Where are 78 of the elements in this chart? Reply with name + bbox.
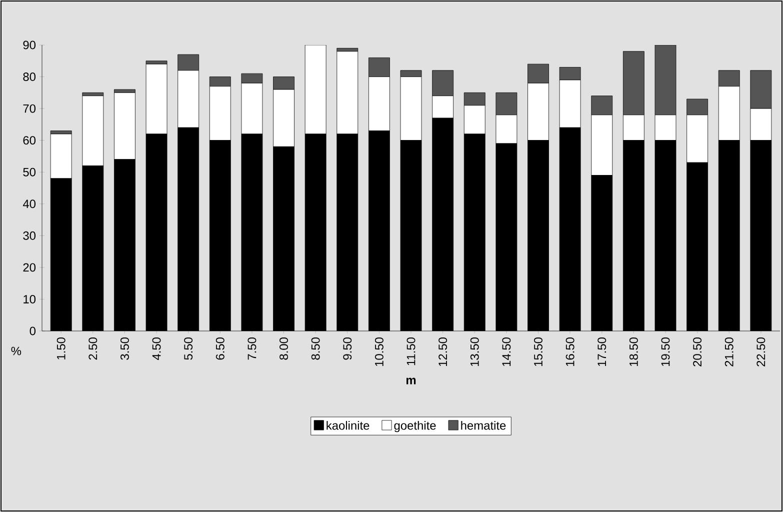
x-tick-label: 1.50 xyxy=(56,337,66,360)
bar xyxy=(241,73,263,84)
x-tick-label: 18.50 xyxy=(629,337,638,366)
bar xyxy=(114,92,136,160)
bar xyxy=(654,45,676,116)
bar xyxy=(686,114,708,163)
bar xyxy=(273,89,294,147)
bar xyxy=(591,96,613,116)
bar xyxy=(496,92,518,116)
x-tick-label: 16.50 xyxy=(566,337,574,366)
y-tick-label: 80 xyxy=(23,72,36,81)
y-tick-label: 0 xyxy=(30,326,36,336)
x-tick-label: 13.50 xyxy=(470,337,479,366)
bar xyxy=(559,80,581,128)
x-tick-label: 8.00 xyxy=(280,337,288,360)
bar xyxy=(146,64,168,134)
bar xyxy=(368,76,390,131)
bar xyxy=(368,58,390,77)
x-tick-label: 21.50 xyxy=(724,337,734,366)
bar xyxy=(622,51,644,116)
bar xyxy=(591,114,613,176)
x-tick-label: 10.50 xyxy=(374,337,384,366)
bar xyxy=(336,51,358,134)
x-tick-label: 11.50 xyxy=(406,337,416,366)
x-tick-label: 2.50 xyxy=(88,337,98,360)
legend-label: hematite xyxy=(461,420,506,430)
y-tick-label: 50 xyxy=(23,168,36,176)
bar xyxy=(750,108,772,141)
x-tick-label: 14.50 xyxy=(502,337,511,366)
bar xyxy=(400,76,422,141)
x-tick-label: 7.50 xyxy=(248,337,256,360)
y-tick-label: 40 xyxy=(22,200,36,208)
bar xyxy=(622,114,644,141)
bar xyxy=(654,114,676,141)
bar xyxy=(273,76,294,90)
bar xyxy=(528,82,549,141)
y-tick-label: 90 xyxy=(23,40,36,50)
x-tick-label: 6.50 xyxy=(216,337,224,360)
x-tick-label: 4.50 xyxy=(152,337,161,360)
bar xyxy=(718,70,740,87)
bar xyxy=(464,92,486,106)
y-tick-label: 30 xyxy=(23,231,36,240)
bar xyxy=(241,82,263,134)
y-tick-label: 20 xyxy=(23,263,36,272)
y-tick-label: 60 xyxy=(23,136,36,145)
bar xyxy=(750,70,772,109)
bar xyxy=(686,98,708,116)
x-tick-label: 20.50 xyxy=(693,337,702,366)
bar xyxy=(464,105,486,134)
bar xyxy=(209,76,231,87)
bar xyxy=(718,86,740,141)
bar xyxy=(82,96,104,166)
x-tick-label: 5.50 xyxy=(184,337,193,360)
legend-label: kaolinite xyxy=(326,420,370,430)
bar xyxy=(559,67,581,80)
x-tick-label: 3.50 xyxy=(120,337,129,360)
bar xyxy=(304,45,326,134)
y-tick-label: 10 xyxy=(24,294,36,304)
bar xyxy=(432,96,454,118)
x-tick-label: 9.50 xyxy=(343,337,352,360)
y-tick-label: 70 xyxy=(23,104,36,113)
bar xyxy=(400,70,422,77)
bar xyxy=(432,70,454,96)
x-tick-label: 22.50 xyxy=(756,337,766,366)
bar xyxy=(496,114,518,144)
legend-label: goethite xyxy=(394,420,436,432)
x-tick-label: 17.50 xyxy=(598,337,606,366)
bar xyxy=(50,134,72,179)
bar xyxy=(528,64,549,84)
x-tick-label: 15.50 xyxy=(534,337,542,366)
x-tick-label: 19.50 xyxy=(661,337,670,366)
bar xyxy=(209,86,231,141)
x-axis-title: m xyxy=(406,378,416,384)
bar xyxy=(178,54,200,71)
y-axis-title: % xyxy=(11,346,22,356)
x-tick-label: 12.50 xyxy=(438,337,448,366)
bar xyxy=(178,70,200,128)
x-tick-label: 8.50 xyxy=(311,337,320,360)
